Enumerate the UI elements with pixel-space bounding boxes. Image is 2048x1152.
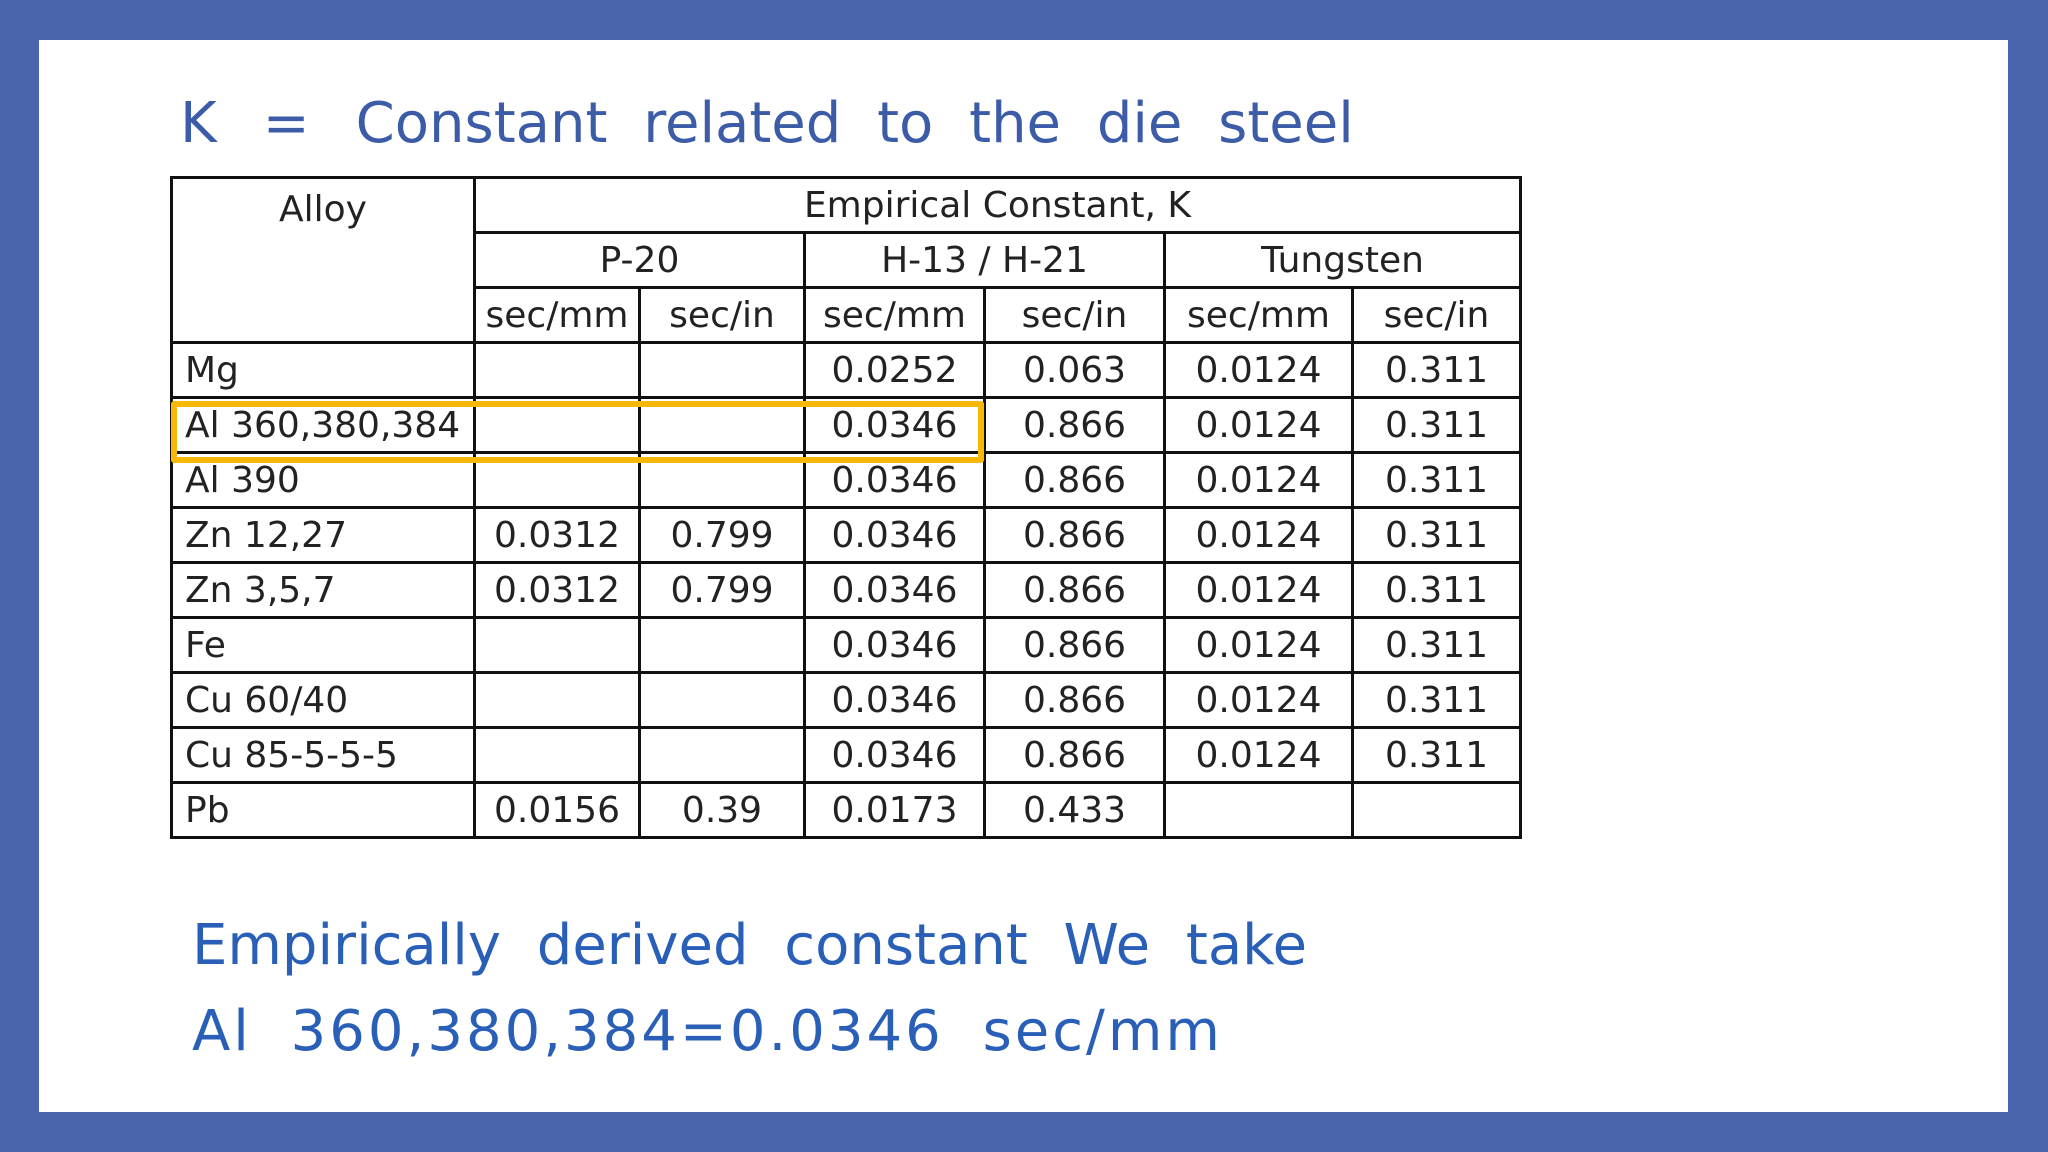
steel-header-h13-h21: H-13 / H-21 xyxy=(803,231,1166,289)
value-cell: 0.0124 xyxy=(1163,616,1354,674)
alloy-cell: Cu 60/40 xyxy=(170,671,476,729)
value-cell: 0.39 xyxy=(638,781,806,839)
unit-header: sec/mm xyxy=(803,286,986,344)
alloy-cell: Pb xyxy=(170,781,476,839)
value-cell: 0.311 xyxy=(1351,396,1522,454)
value-cell xyxy=(638,671,806,729)
table-row: Zn 12,27 0.0312 0.799 0.0346 0.866 0.012… xyxy=(170,506,1522,564)
value-cell xyxy=(638,451,806,509)
unit-header: sec/in xyxy=(638,286,806,344)
table-row: Zn 3,5,7 0.0312 0.799 0.0346 0.866 0.012… xyxy=(170,561,1522,619)
value-cell: 0.0346 xyxy=(803,561,986,619)
steel-header-tungsten: Tungsten xyxy=(1163,231,1522,289)
value-cell xyxy=(473,341,641,399)
alloy-cell: Fe xyxy=(170,616,476,674)
value-cell: 0.0124 xyxy=(1163,506,1354,564)
value-cell xyxy=(473,396,641,454)
table-row: Al 360,380,384 0.0346 0.866 0.0124 0.311 xyxy=(170,396,1522,454)
table-row: Cu 85-5-5-5 0.0346 0.866 0.0124 0.311 xyxy=(170,726,1522,784)
unit-header: sec/in xyxy=(983,286,1166,344)
value-cell: 0.311 xyxy=(1351,451,1522,509)
header-row-units: sec/mm sec/in sec/mm sec/in sec/mm sec/i… xyxy=(172,286,1522,344)
unit-header: sec/mm xyxy=(473,286,641,344)
value-cell: 0.0124 xyxy=(1163,671,1354,729)
note-line-2: Al 360,380,384=0.0346 sec/mm xyxy=(192,999,1223,1064)
value-cell: 0.0252 xyxy=(803,341,986,399)
heading-text: Constant related to the die steel xyxy=(355,91,1354,156)
table-row: Al 390 0.0346 0.866 0.0124 0.311 xyxy=(170,451,1522,509)
unit-header: sec/in xyxy=(1351,286,1522,344)
value-cell: 0.866 xyxy=(983,561,1166,619)
value-cell: 0.866 xyxy=(983,451,1166,509)
empirical-constant-header: Empirical Constant, K xyxy=(473,176,1522,234)
value-cell xyxy=(473,616,641,674)
value-cell: 0.0312 xyxy=(473,561,641,619)
value-cell: 0.0173 xyxy=(803,781,986,839)
table-row: Mg 0.0252 0.063 0.0124 0.311 xyxy=(170,341,1522,399)
value-cell: 0.0124 xyxy=(1163,396,1354,454)
value-cell: 0.0346 xyxy=(803,451,986,509)
value-cell xyxy=(473,451,641,509)
constant-table-container: Alloy Empirical Constant, K P-20 H-13 / … xyxy=(170,176,1522,839)
value-cell xyxy=(1163,781,1354,839)
value-cell xyxy=(1351,781,1522,839)
value-cell: 0.866 xyxy=(983,616,1166,674)
value-cell xyxy=(473,726,641,784)
value-cell: 0.0124 xyxy=(1163,341,1354,399)
value-cell: 0.866 xyxy=(983,671,1166,729)
value-cell: 0.0346 xyxy=(803,506,986,564)
value-cell: 0.866 xyxy=(983,506,1166,564)
alloy-column-header: Alloy xyxy=(170,176,476,344)
value-cell xyxy=(638,726,806,784)
value-cell: 0.0346 xyxy=(803,396,986,454)
value-cell: 0.0124 xyxy=(1163,561,1354,619)
value-cell: 0.0346 xyxy=(803,616,986,674)
value-cell: 0.311 xyxy=(1351,671,1522,729)
empirical-constant-table: Alloy Empirical Constant, K P-20 H-13 / … xyxy=(170,176,1522,839)
alloy-cell: Al 360,380,384 xyxy=(170,396,476,454)
note-line-1: Empirically derived constant We take xyxy=(192,913,1308,978)
header-row-group: Alloy Empirical Constant, K xyxy=(170,176,1522,344)
value-cell: 0.866 xyxy=(983,726,1166,784)
value-cell: 0.311 xyxy=(1351,341,1522,399)
value-cell: 0.0124 xyxy=(1163,451,1354,509)
value-cell: 0.0346 xyxy=(803,671,986,729)
value-cell: 0.311 xyxy=(1351,726,1522,784)
value-cell xyxy=(638,341,806,399)
value-cell: 0.063 xyxy=(983,341,1166,399)
value-cell: 0.0312 xyxy=(473,506,641,564)
value-cell: 0.311 xyxy=(1351,561,1522,619)
value-cell xyxy=(473,671,641,729)
alloy-cell: Zn 3,5,7 xyxy=(170,561,476,619)
value-cell xyxy=(638,616,806,674)
steel-header-p20: P-20 xyxy=(473,231,806,289)
heading-symbol: K xyxy=(180,91,217,156)
value-cell: 0.0156 xyxy=(473,781,641,839)
value-cell: 0.0124 xyxy=(1163,726,1354,784)
heading-equals: = xyxy=(262,91,310,156)
table-row: Fe 0.0346 0.866 0.0124 0.311 xyxy=(170,616,1522,674)
value-cell: 0.311 xyxy=(1351,616,1522,674)
alloy-cell: Mg xyxy=(170,341,476,399)
value-cell: 0.799 xyxy=(638,506,806,564)
value-cell: 0.433 xyxy=(983,781,1166,839)
alloy-cell: Al 390 xyxy=(170,451,476,509)
alloy-cell: Zn 12,27 xyxy=(170,506,476,564)
value-cell: 0.311 xyxy=(1351,506,1522,564)
table-row: Cu 60/40 0.0346 0.866 0.0124 0.311 xyxy=(170,671,1522,729)
unit-header: sec/mm xyxy=(1163,286,1354,344)
value-cell: 0.0346 xyxy=(803,726,986,784)
table-row: Pb 0.0156 0.39 0.0173 0.433 xyxy=(170,781,1522,839)
header-row-steels: P-20 H-13 / H-21 Tungsten xyxy=(172,231,1522,289)
value-cell xyxy=(638,396,806,454)
value-cell: 0.799 xyxy=(638,561,806,619)
slide-heading: K = Constant related to the die steel xyxy=(180,84,1354,164)
alloy-cell: Cu 85-5-5-5 xyxy=(170,726,476,784)
value-cell: 0.866 xyxy=(983,396,1166,454)
